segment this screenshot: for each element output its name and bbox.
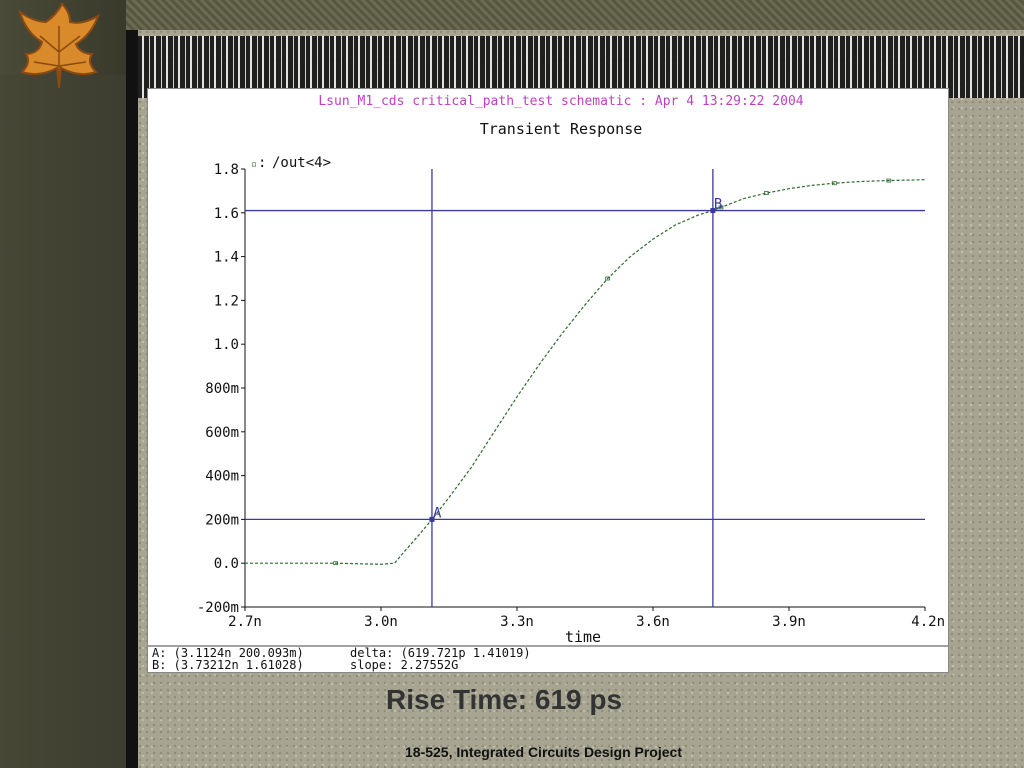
cursor-b-readout: B: (3.73212n 1.61028) (152, 658, 304, 672)
data-point-marker (831, 181, 837, 186)
legend-glyph: ▫ (251, 159, 257, 170)
y-tick-label: 1.0 (214, 337, 239, 353)
x-tick-label: 3.6n (636, 614, 670, 630)
cursor-a-readout: A: (3.1124n 200.093m) (152, 646, 304, 660)
y-tick-label: 800m (205, 381, 239, 397)
legend-colon: : (258, 155, 266, 171)
cursor-markers: AB (429, 197, 722, 522)
x-tick-label: 3.3n (500, 614, 534, 630)
cursor-marker-point (710, 208, 716, 214)
cursor-marker-label: A (433, 505, 442, 521)
y-tick-label: 1.8 (214, 162, 239, 178)
maple-leaf-icon (18, 2, 100, 89)
legend-series-name: /out<4> (272, 155, 331, 171)
y-tick-label: 0.0 (214, 556, 239, 572)
x-tick-label: 2.7n (228, 614, 262, 630)
left-panel-stripe (0, 75, 126, 768)
slide-footer: 18-525, Integrated Circuits Design Proje… (405, 744, 682, 760)
legend: ▫ : /out<4> (251, 155, 331, 171)
transient-plot: Lsun_M1_cds critical_path_test schematic… (148, 94, 948, 672)
axes: 1.8 1.6 1.4 1.2 1.0 800m 600m 400m 200m 0.0 -200m2… (197, 162, 945, 630)
data-point-marker (333, 561, 339, 566)
cursor-marker-label: B (714, 197, 722, 213)
cursor-marker-point (429, 516, 435, 522)
left-panel (0, 0, 126, 768)
y-tick-label: 400m (205, 469, 239, 485)
y-tick-label: 1.6 (214, 206, 239, 222)
data-point-marker (886, 178, 892, 183)
top-texture-band (0, 0, 1024, 30)
y-tick-label: 1.2 (214, 293, 239, 309)
x-tick-label: 3.9n (772, 614, 806, 630)
x-tick-label: 3.0n (364, 614, 398, 630)
waveform-window: Lsun_M1_cds critical_path_test schematic… (147, 88, 949, 673)
series-layer (245, 178, 926, 566)
x-tick-label: 4.2n (911, 614, 945, 630)
chart-title: Transient Response (480, 120, 643, 138)
obscured-title-band (138, 36, 1024, 98)
data-point-marker (718, 205, 724, 210)
delta-readout: delta: (619.721p 1.41019) (350, 646, 531, 660)
data-point-marker (605, 276, 611, 281)
x-axis-label: time (565, 628, 601, 646)
cursor-lines (245, 169, 925, 607)
slide-caption: Rise Time: 619 ps (386, 684, 623, 715)
window-header: Lsun_M1_cds critical_path_test schematic… (318, 94, 803, 109)
left-divider (126, 30, 138, 768)
y-tick-label: -200m (197, 600, 239, 616)
slope-readout: slope: 2.27552G (350, 658, 458, 672)
series-line-out4 (245, 179, 926, 565)
y-tick-label: 1.4 (214, 250, 239, 266)
data-point-marker (763, 191, 769, 195)
y-tick-label: 200m (205, 512, 239, 528)
y-tick-label: 600m (205, 425, 239, 441)
